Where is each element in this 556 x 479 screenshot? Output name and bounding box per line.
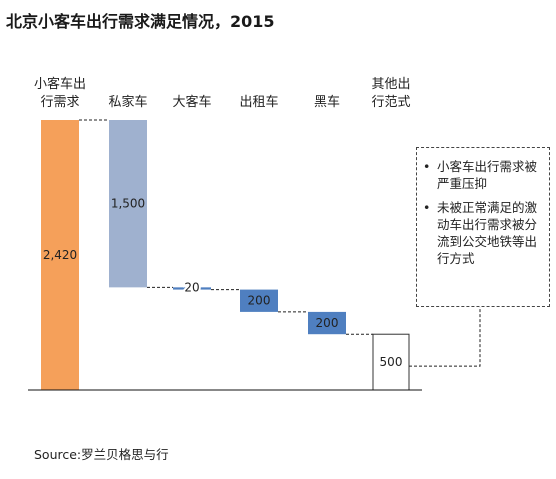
chart-title: 北京小客车出行需求满足情况，2015 bbox=[6, 12, 275, 31]
value-label: 20 bbox=[184, 280, 199, 294]
value-label: 500 bbox=[380, 355, 403, 369]
bar-3 bbox=[173, 287, 211, 290]
category-label: 出租车 bbox=[239, 94, 278, 110]
category-label: 行范式 bbox=[371, 95, 410, 110]
bar-5 bbox=[308, 311, 346, 335]
value-label: 1,500 bbox=[111, 197, 145, 211]
note-bullet: 未被正常满足的激动车出行需求被分流到公交地铁等出行方式 bbox=[423, 199, 543, 267]
bar-1 bbox=[41, 120, 79, 390]
bar-4 bbox=[240, 289, 278, 312]
category-label: 私家车 bbox=[108, 94, 147, 110]
source-note: Source:罗兰贝格思与行 bbox=[34, 447, 169, 462]
value-label: 200 bbox=[248, 294, 271, 308]
category-label: 其他出 bbox=[371, 77, 410, 92]
value-label: 200 bbox=[316, 316, 339, 330]
category-label: 大客车 bbox=[172, 94, 211, 110]
category-label: 行需求 bbox=[40, 95, 79, 110]
note-box: 小客车出行需求被严重压抑 未被正常满足的激动车出行需求被分流到公交地铁等出行方式 bbox=[416, 147, 550, 307]
bar-6 bbox=[372, 333, 410, 391]
callout-connector bbox=[409, 307, 481, 367]
value-label: 2,420 bbox=[43, 248, 77, 262]
category-label: 黑车 bbox=[314, 94, 340, 110]
category-label: 小客车出 bbox=[34, 76, 86, 92]
bar-2 bbox=[109, 120, 147, 288]
note-bullet: 小客车出行需求被严重压抑 bbox=[423, 158, 543, 192]
